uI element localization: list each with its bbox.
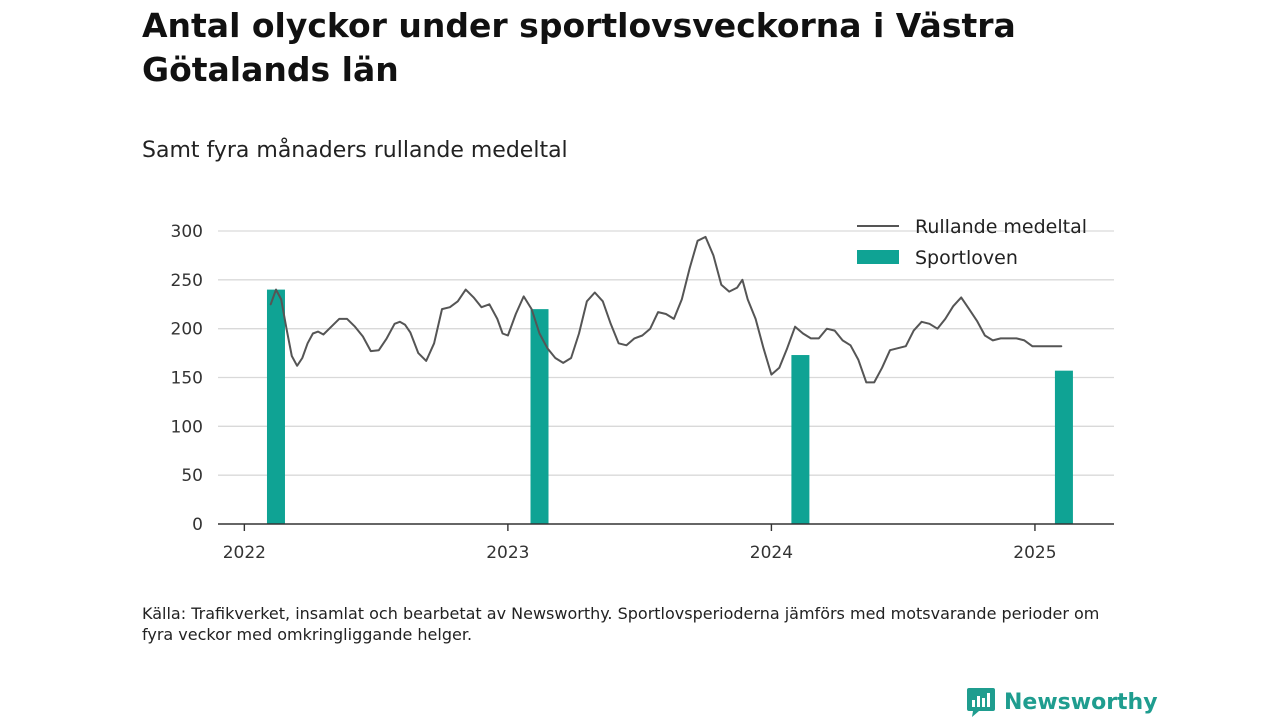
brand-logo: Newsworthy (966, 686, 1158, 718)
y-tick-label: 250 (171, 271, 203, 291)
legend-label-sportloven: Sportloven (915, 247, 1018, 269)
sportlov-bar (530, 309, 549, 524)
legend-label-rullande: Rullande medeltal (915, 216, 1087, 238)
chart-title: Antal olyckor under sportlovsveckorna i … (142, 6, 1016, 89)
bar-series (266, 289, 1073, 524)
y-tick-label: 200 (171, 320, 203, 340)
rolling-average-line (269, 235, 1063, 384)
legend-bar-swatch (857, 250, 899, 264)
x-tick-label: 2023 (486, 543, 529, 563)
chart-subtitle: Samt fyra månaders rullande medeltal (142, 138, 568, 163)
y-tick-label: 100 (171, 417, 203, 437)
legend: Rullande medeltal Sportloven (857, 216, 1087, 269)
line-series (269, 235, 1063, 384)
axes: 0 50 100 150 200 250 300 2022 2023 2024 2025 (171, 222, 1114, 563)
sportlov-bar (1054, 370, 1073, 524)
y-tick-label: 50 (181, 466, 203, 486)
y-tick-label: 150 (171, 369, 203, 389)
y-tick-label: 300 (171, 222, 203, 242)
sportlov-bar (266, 289, 285, 524)
sportlov-bar (791, 355, 810, 524)
y-tick-label: 0 (192, 515, 203, 535)
grid-lines (218, 230, 1114, 476)
x-tick-label: 2024 (750, 543, 793, 563)
x-tick-label: 2025 (1013, 543, 1056, 563)
source-note: Källa: Trafikverket, insamlat och bearbe… (142, 604, 1100, 644)
x-tick-label: 2022 (223, 543, 266, 563)
newsworthy-logo-icon (967, 688, 995, 717)
brand-name: Newsworthy (1004, 689, 1158, 715)
